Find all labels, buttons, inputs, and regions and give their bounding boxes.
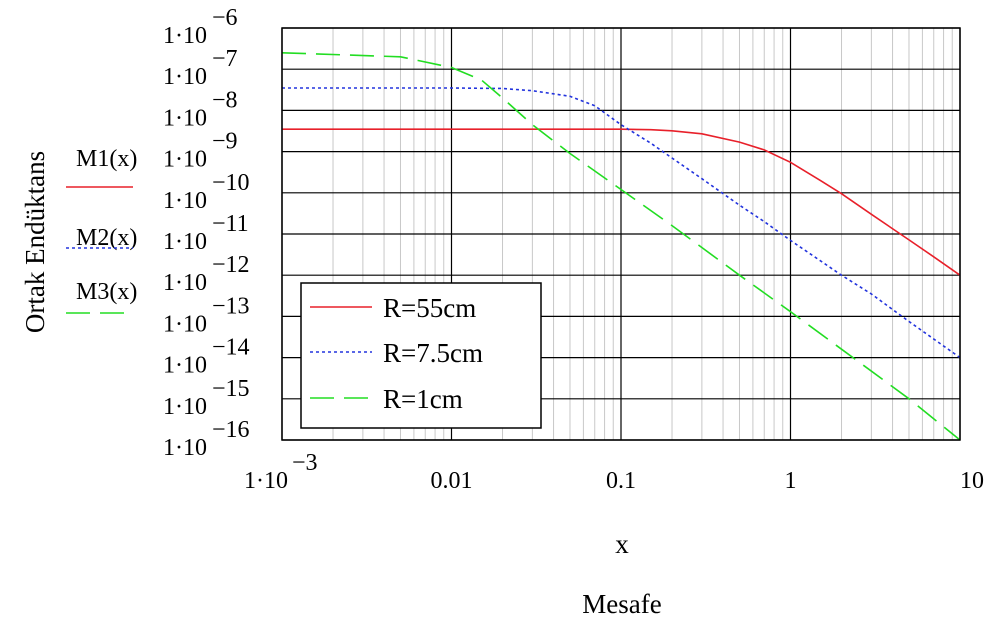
x-tick-labels: 1·10−3 0.01 0.1 1 10: [244, 450, 984, 494]
y-tick-exponent: −8: [212, 87, 238, 113]
y-tick-label: 1·10−10: [163, 170, 250, 214]
series-name-text: M1(x): [76, 146, 137, 172]
y-tick-exponent: −13: [212, 293, 250, 319]
y-tick-label: 1·10−9: [163, 129, 238, 173]
x-tick-value: 1: [785, 468, 797, 494]
y-tick-label: 1·10−12: [163, 252, 250, 296]
curves: [281, 52, 961, 441]
y-tick-label: 1·10−11: [163, 211, 249, 255]
legend-label-r75: R=7.5cm: [383, 338, 483, 368]
y-tick-exponent: −11: [212, 211, 249, 237]
x-tick-label: 10: [960, 468, 984, 494]
series-name-text: M2(x): [76, 225, 137, 251]
y-tick-exponent: −12: [212, 252, 250, 278]
y-tick-mantissa: 1·10: [163, 353, 207, 379]
series-name-text: M3(x): [76, 279, 137, 305]
series-name-2: M2(x): [66, 225, 137, 251]
y-tick-mantissa: 1·10: [163, 188, 207, 214]
x-tick-mantissa: 1·10: [244, 468, 288, 494]
y-tick-exponent: −9: [212, 129, 238, 155]
y-tick-label: 1·10−14: [163, 335, 250, 379]
x-tick-label: 0.1: [606, 468, 636, 494]
x-tick-value: 10: [960, 468, 984, 494]
x-tick-value: 0.1: [606, 468, 636, 494]
y-tick-exponent: −16: [212, 417, 250, 443]
y-tick-exponent: −15: [212, 376, 250, 402]
y-tick-mantissa: 1·10: [163, 229, 207, 255]
y-tick-mantissa: 1·10: [163, 105, 207, 131]
y-tick-exponent: −14: [212, 335, 250, 361]
series-name-3: M3(x): [66, 279, 137, 314]
y-tick-label: 1·10−7: [163, 46, 238, 90]
x-tick-label: 0.01: [431, 468, 473, 494]
y-tick-label: 1·10−6: [163, 5, 238, 49]
y-tick-mantissa: 1·10: [163, 270, 207, 296]
y-tick-label: 1·10−16: [163, 417, 250, 461]
plot-frame: [281, 27, 961, 441]
y-tick-mantissa: 1·10: [163, 311, 207, 337]
y-tick-exponent: −7: [212, 46, 238, 72]
series-line-2: [282, 87, 961, 359]
y-tick-mantissa: 1·10: [163, 64, 207, 90]
x-tick-value: 0.01: [431, 468, 473, 494]
y-axis-label: Ortak Endüktans: [20, 151, 50, 333]
series-name-1: M1(x): [66, 146, 137, 188]
x-axis-subtitle: Mesafe: [582, 589, 661, 619]
y-tick-exponent: −10: [212, 170, 250, 196]
y-tick-mantissa: 1·10: [163, 147, 207, 173]
y-tick-label: 1·10−13: [163, 293, 250, 337]
series-name-labels: M1(x) M2(x) M3(x): [66, 146, 137, 314]
legend-label-r1: R=1cm: [383, 384, 463, 414]
y-tick-exponent: −6: [212, 5, 238, 31]
y-tick-mantissa: 1·10: [163, 23, 207, 49]
x-axis-label: x: [615, 529, 629, 559]
y-tick-mantissa: 1·10: [163, 435, 207, 461]
y-tick-label: 1·10−8: [163, 87, 238, 131]
legend-box: R=55cm R=7.5cm R=1cm: [300, 282, 542, 429]
series-line-3: [281, 52, 961, 441]
x-tick-exponent: −3: [292, 450, 318, 476]
y-tick-labels: 1·10−61·10−71·10−81·10−91·10−101·10−111·…: [163, 5, 250, 461]
y-tick-label: 1·10−15: [163, 376, 250, 420]
legend-label-r55: R=55cm: [383, 293, 476, 323]
y-tick-mantissa: 1·10: [163, 394, 207, 420]
x-tick-label: 1: [785, 468, 797, 494]
x-tick-label: 1·10−3: [244, 450, 318, 494]
series-line-1: [282, 128, 961, 276]
